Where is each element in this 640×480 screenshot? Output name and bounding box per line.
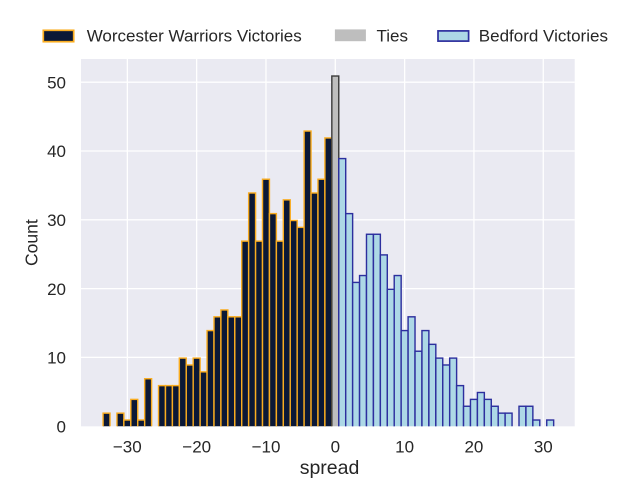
svg-text:50: 50: [47, 73, 66, 92]
svg-text:10: 10: [395, 438, 414, 457]
svg-text:−10: −10: [252, 438, 281, 457]
svg-text:Ties: Ties: [377, 27, 409, 46]
svg-text:Count: Count: [22, 219, 42, 266]
svg-text:20: 20: [464, 438, 483, 457]
svg-text:0: 0: [331, 438, 340, 457]
svg-text:40: 40: [47, 142, 66, 161]
svg-text:30: 30: [534, 438, 553, 457]
svg-text:Bedford Victories: Bedford Victories: [479, 27, 608, 46]
svg-text:0: 0: [57, 417, 66, 436]
svg-text:spread: spread: [300, 457, 360, 479]
svg-text:−20: −20: [182, 438, 211, 457]
svg-text:30: 30: [47, 211, 66, 230]
svg-text:Worcester Warriors Victories: Worcester Warriors Victories: [87, 27, 302, 46]
svg-text:20: 20: [47, 280, 66, 299]
svg-text:−30: −30: [113, 438, 142, 457]
svg-text:10: 10: [47, 349, 66, 368]
